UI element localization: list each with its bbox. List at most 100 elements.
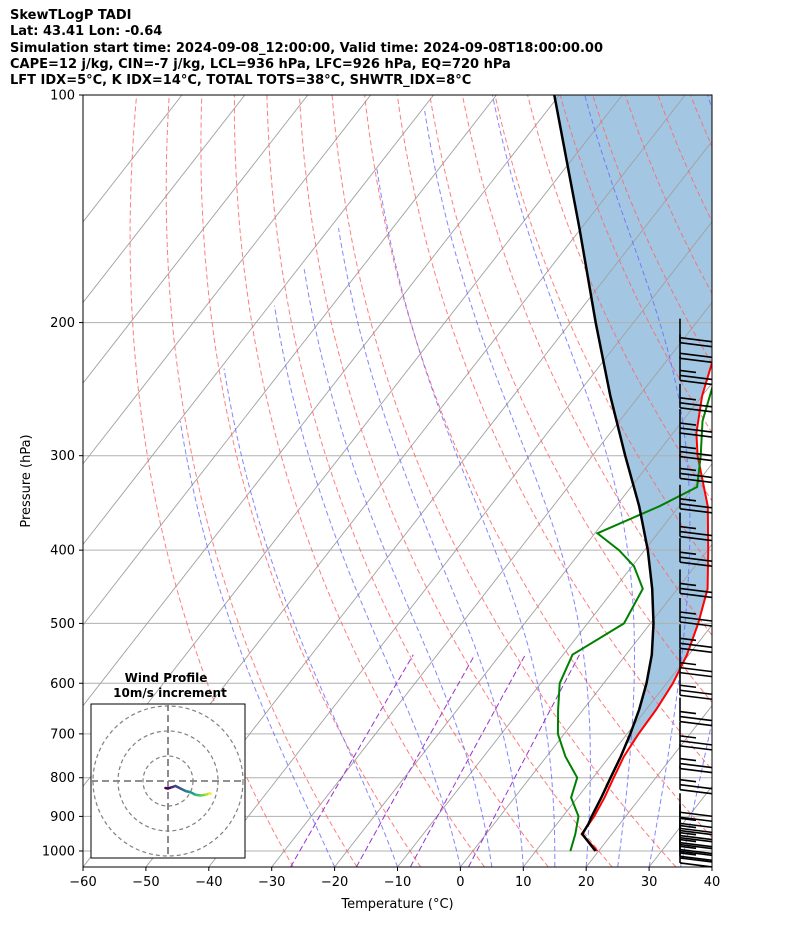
wind-barb-half-flag (679, 661, 697, 666)
wind-barb-flag (679, 783, 713, 790)
wind-barb-flag (679, 507, 713, 514)
wind-barb-half-flag (679, 397, 697, 401)
wind-barb-flag (679, 407, 713, 413)
dry-adiabat-line (165, 95, 358, 867)
wind-barb-flag (679, 855, 713, 862)
wind-barb (679, 409, 713, 438)
y-tick-label: 200 (50, 316, 75, 331)
y-tick-label: 900 (50, 810, 75, 825)
wind-barb-half-flag (679, 497, 697, 502)
dry-adiabat-line (461, 95, 712, 637)
wind-barb-flag (679, 848, 713, 855)
wind-barb-flag (679, 715, 713, 722)
wind-barb-flag (679, 530, 713, 537)
x-tick-label: 20 (578, 875, 595, 890)
y-tick-label: 600 (50, 677, 75, 692)
temperature-profile-line (580, 359, 712, 852)
wind-barb-flag (679, 827, 713, 834)
mixing-ratio-line (290, 654, 414, 867)
location-line: Lat: 43.41 Lon: -0.64 (10, 24, 163, 40)
wind-barb (679, 569, 713, 599)
wind-barb (679, 318, 713, 348)
wind-barb (679, 512, 713, 542)
dry-adiabat-line (723, 95, 794, 867)
wind-barb-flag (679, 857, 713, 863)
wind-barb-flag (679, 472, 713, 479)
wind-barb-half-flag (679, 845, 697, 850)
wind-barb (679, 454, 713, 484)
isotherm-line (522, 624, 712, 867)
wind-barb-flag (679, 829, 713, 836)
wind-barb (679, 484, 713, 514)
y-tick-label: 400 (50, 544, 75, 559)
wind-barb-flag (679, 767, 713, 774)
simulation-time-line: Simulation start time: 2024-09-08_12:00:… (10, 40, 603, 56)
dry-adiabat-line (200, 95, 422, 867)
wind-barb-flag (679, 850, 713, 857)
moist-adiabat-line (424, 110, 591, 867)
wind-barb-half-flag (679, 551, 697, 555)
wind-barb-flag (679, 402, 713, 408)
x-axis-label: Temperature (°C) (340, 897, 453, 912)
wind-barb (679, 765, 713, 795)
wind-barb-flag (679, 843, 713, 850)
mixing-ratio-line (468, 654, 580, 867)
isotherm-line (83, 95, 560, 707)
isotherm-line (460, 543, 712, 867)
wind-barb-half-flag (679, 525, 697, 530)
wind-barb-flag (679, 621, 713, 627)
wind-profile-inset: Wind Profile 10m/s increment (90, 671, 246, 859)
isotherm-line (83, 95, 434, 546)
wind-barb (679, 356, 713, 386)
wind-barb-flag (679, 477, 713, 484)
dry-adiabat-line (494, 95, 712, 569)
y-tick-label: 1000 (42, 844, 75, 859)
stability-indices-line: LFT IDX=5°C, K IDX=14°C, TOTAL TOTS=38°C… (10, 73, 472, 89)
cape-area (554, 95, 712, 744)
wind-barb-half-flag (679, 778, 697, 783)
moist-adiabat-line (223, 368, 398, 867)
wind-barb-half-flag (679, 838, 697, 843)
y-tick-label: 100 (50, 89, 75, 104)
isotherm-line (83, 95, 497, 626)
y-tick-label: 300 (50, 449, 75, 464)
wind-barb-flag (679, 374, 713, 381)
wind-barb-flag (679, 341, 713, 348)
wind-barb-flag (679, 745, 713, 751)
wind-barb-flag (679, 720, 713, 727)
wind-barb-half-flag (679, 710, 697, 715)
wind-barb-half-flag (679, 831, 697, 836)
wind-barb-flag (679, 379, 713, 386)
wind-barb-flag (679, 862, 713, 868)
wind-barb-half-flag (679, 757, 697, 762)
wind-barb (679, 671, 713, 701)
dry-adiabat-line (299, 95, 613, 867)
wind-barb-half-flag (679, 637, 697, 642)
dry-adiabat-line (429, 95, 712, 704)
isotherm-line (83, 95, 246, 304)
wind-barb-half-flag (679, 824, 697, 829)
wind-barb-flag (679, 647, 713, 654)
x-tick-label: −60 (69, 875, 96, 890)
wind-barb (679, 721, 713, 751)
chart-header: SkewTLogP TADI Lat: 43.41 Lon: -0.64 Sim… (10, 8, 603, 89)
wind-barb (679, 793, 713, 823)
wind-barb (679, 744, 713, 774)
wind-barb-half-flag (679, 467, 697, 472)
wind-barb-half-flag (679, 684, 697, 689)
wind-barb-flag (679, 556, 713, 562)
wind-barb-flag (679, 671, 713, 678)
isotherm-line (711, 866, 712, 867)
inset-title: Wind Profile (125, 671, 208, 685)
isotherm-line (585, 704, 712, 867)
wind-barb-flag (679, 689, 713, 696)
x-tick-label: 40 (704, 875, 721, 890)
wind-barb-flag (679, 432, 713, 438)
wind-barb-flag (679, 834, 713, 841)
wind-barb-flag (679, 642, 713, 649)
wind-barb-flag (679, 841, 713, 848)
x-tick-label: 0 (456, 875, 464, 890)
moist-adiabat-line (303, 269, 493, 867)
y-axis-label: Pressure (hPa) (19, 434, 34, 527)
wind-barb (679, 598, 713, 627)
